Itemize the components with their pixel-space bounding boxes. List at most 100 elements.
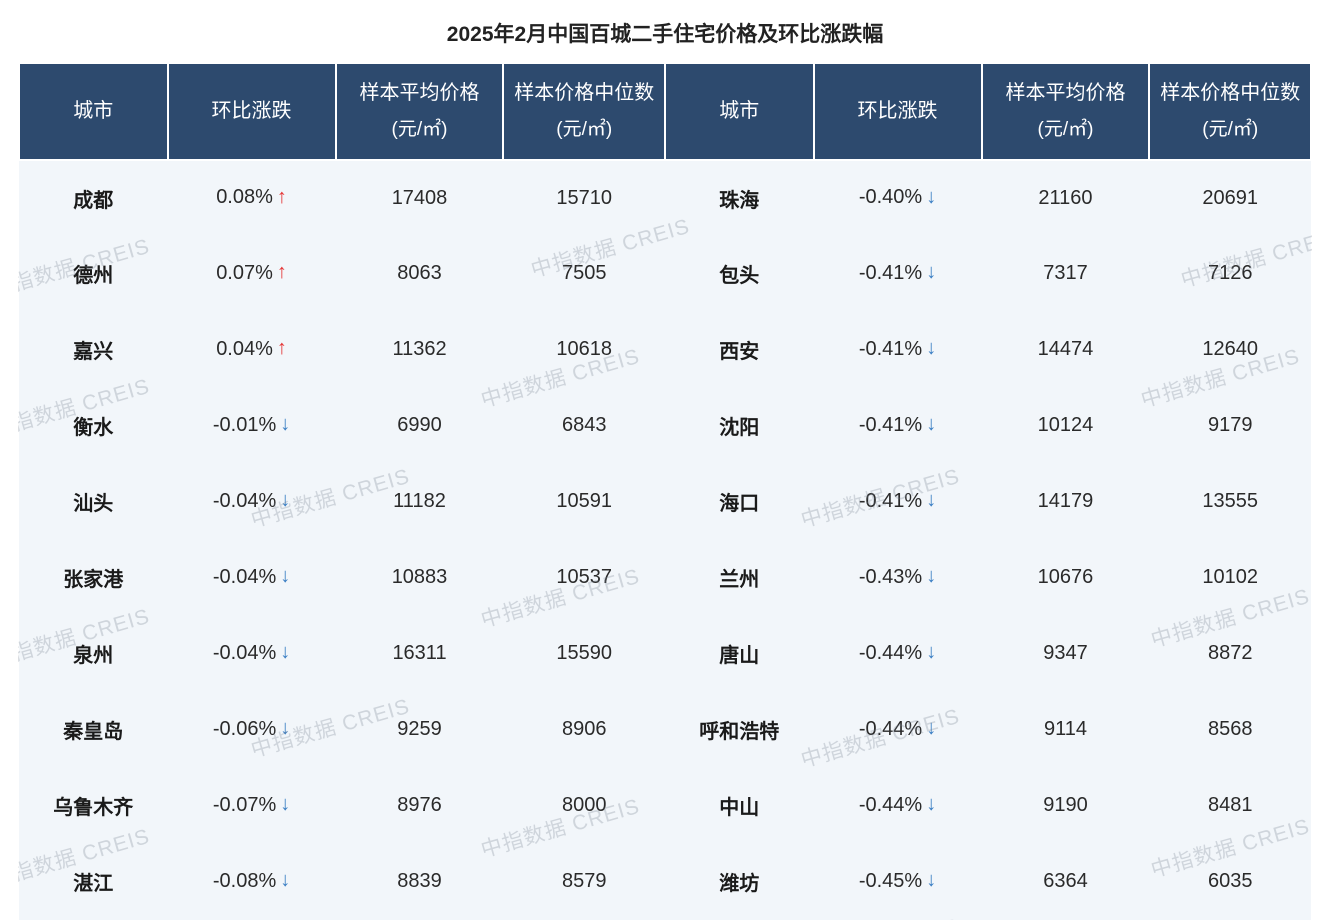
arrow-up-icon: ↑ — [277, 337, 287, 360]
cell-median-price: 9179 — [1149, 388, 1311, 464]
cell-median-price: 8568 — [1149, 692, 1311, 768]
change-value: -0.41% — [859, 490, 922, 513]
table-row: 嘉兴0.04%↑1136210618西安-0.41%↓1447412640 — [19, 312, 1311, 388]
cell-median-price: 13555 — [1149, 464, 1311, 540]
table-row: 乌鲁木齐-0.07%↓89768000中山-0.44%↓91908481 — [19, 768, 1311, 844]
cell-change: 0.08%↑ — [168, 160, 336, 236]
cell-avg-price: 8976 — [336, 768, 504, 844]
cell-city: 泉州 — [19, 616, 168, 692]
arrow-down-icon: ↓ — [280, 565, 290, 588]
table-row: 德州0.07%↑80637505包头-0.41%↓73177126 — [19, 236, 1311, 312]
cell-median-price: 7505 — [503, 236, 665, 312]
cell-median-price: 7126 — [1149, 236, 1311, 312]
cell-median-price: 10537 — [503, 540, 665, 616]
cell-avg-price: 16311 — [336, 616, 504, 692]
arrow-down-icon: ↓ — [926, 793, 936, 816]
cell-median-price: 15590 — [503, 616, 665, 692]
cell-median-price: 15710 — [503, 160, 665, 236]
cell-change: -0.06%↓ — [168, 692, 336, 768]
arrow-down-icon: ↓ — [280, 489, 290, 512]
cell-city: 兰州 — [665, 540, 814, 616]
table-row: 湛江-0.08%↓88398579潍坊-0.45%↓63646035 — [19, 844, 1311, 920]
price-table: 城市 环比涨跌 样本平均价格 (元/㎡) 样本价格中位数 (元/㎡) 城市 环比… — [18, 62, 1312, 920]
header-median-left: 样本价格中位数 (元/㎡) — [503, 63, 665, 160]
cell-median-price: 8000 — [503, 768, 665, 844]
cell-city: 成都 — [19, 160, 168, 236]
header-change-right: 环比涨跌 — [814, 63, 982, 160]
cell-change: 0.07%↑ — [168, 236, 336, 312]
header-median-left-label: 样本价格中位数 — [514, 82, 654, 104]
cell-median-price: 8579 — [503, 844, 665, 920]
cell-avg-price: 6990 — [336, 388, 504, 464]
cell-change: -0.43%↓ — [814, 540, 982, 616]
arrow-down-icon: ↓ — [926, 489, 936, 512]
cell-avg-price: 10124 — [982, 388, 1150, 464]
header-median-left-unit: (元/㎡) — [510, 116, 658, 145]
arrow-down-icon: ↓ — [280, 793, 290, 816]
header-change-left: 环比涨跌 — [168, 63, 336, 160]
arrow-down-icon: ↓ — [280, 413, 290, 436]
arrow-up-icon: ↑ — [277, 261, 287, 284]
change-value: 0.08% — [216, 186, 273, 209]
table-row: 张家港-0.04%↓1088310537兰州-0.43%↓1067610102 — [19, 540, 1311, 616]
cell-city: 中山 — [665, 768, 814, 844]
table-row: 成都0.08%↑1740815710珠海-0.40%↓2116020691 — [19, 160, 1311, 236]
change-value: -0.44% — [859, 794, 922, 817]
table-container: 城市 环比涨跌 样本平均价格 (元/㎡) 样本价格中位数 (元/㎡) 城市 环比… — [18, 62, 1312, 920]
header-avg-left-unit: (元/㎡) — [343, 116, 497, 145]
cell-median-price: 10102 — [1149, 540, 1311, 616]
header-avg-left-label: 样本平均价格 — [360, 82, 480, 104]
header-median-right: 样本价格中位数 (元/㎡) — [1149, 63, 1311, 160]
cell-avg-price: 9190 — [982, 768, 1150, 844]
header-city-left: 城市 — [19, 63, 168, 160]
cell-city: 湛江 — [19, 844, 168, 920]
cell-avg-price: 10676 — [982, 540, 1150, 616]
cell-city: 秦皇岛 — [19, 692, 168, 768]
cell-avg-price: 11362 — [336, 312, 504, 388]
cell-change: -0.40%↓ — [814, 160, 982, 236]
arrow-down-icon: ↓ — [926, 186, 936, 209]
arrow-down-icon: ↓ — [926, 717, 936, 740]
cell-avg-price: 6364 — [982, 844, 1150, 920]
change-value: -0.40% — [859, 186, 922, 209]
cell-city: 珠海 — [665, 160, 814, 236]
change-value: -0.08% — [213, 870, 276, 893]
cell-median-price: 8906 — [503, 692, 665, 768]
arrow-up-icon: ↑ — [277, 186, 287, 209]
cell-change: -0.45%↓ — [814, 844, 982, 920]
arrow-down-icon: ↓ — [926, 565, 936, 588]
cell-avg-price: 8839 — [336, 844, 504, 920]
arrow-down-icon: ↓ — [280, 641, 290, 664]
arrow-down-icon: ↓ — [280, 717, 290, 740]
cell-avg-price: 9347 — [982, 616, 1150, 692]
cell-city: 德州 — [19, 236, 168, 312]
cell-change: -0.08%↓ — [168, 844, 336, 920]
cell-city: 西安 — [665, 312, 814, 388]
cell-city: 张家港 — [19, 540, 168, 616]
change-value: -0.45% — [859, 870, 922, 893]
header-avg-right-label: 样本平均价格 — [1005, 82, 1125, 104]
arrow-down-icon: ↓ — [280, 869, 290, 892]
change-value: 0.04% — [216, 338, 273, 361]
table-body: 成都0.08%↑1740815710珠海-0.40%↓2116020691德州0… — [19, 160, 1311, 920]
cell-change: -0.44%↓ — [814, 692, 982, 768]
cell-median-price: 6035 — [1149, 844, 1311, 920]
cell-change: -0.04%↓ — [168, 616, 336, 692]
page-title: 2025年2月中国百城二手住宅价格及环比涨跌幅 — [0, 0, 1330, 62]
cell-city: 嘉兴 — [19, 312, 168, 388]
cell-city: 乌鲁木齐 — [19, 768, 168, 844]
table-row: 汕头-0.04%↓1118210591海口-0.41%↓1417913555 — [19, 464, 1311, 540]
cell-median-price: 12640 — [1149, 312, 1311, 388]
cell-avg-price: 9114 — [982, 692, 1150, 768]
cell-change: -0.04%↓ — [168, 540, 336, 616]
cell-median-price: 20691 — [1149, 160, 1311, 236]
cell-median-price: 8481 — [1149, 768, 1311, 844]
cell-change: -0.41%↓ — [814, 388, 982, 464]
cell-city: 海口 — [665, 464, 814, 540]
table-header: 城市 环比涨跌 样本平均价格 (元/㎡) 样本价格中位数 (元/㎡) 城市 环比… — [19, 63, 1311, 160]
change-value: -0.41% — [859, 338, 922, 361]
cell-median-price: 6843 — [503, 388, 665, 464]
cell-change: -0.41%↓ — [814, 312, 982, 388]
cell-city: 汕头 — [19, 464, 168, 540]
cell-change: -0.41%↓ — [814, 236, 982, 312]
